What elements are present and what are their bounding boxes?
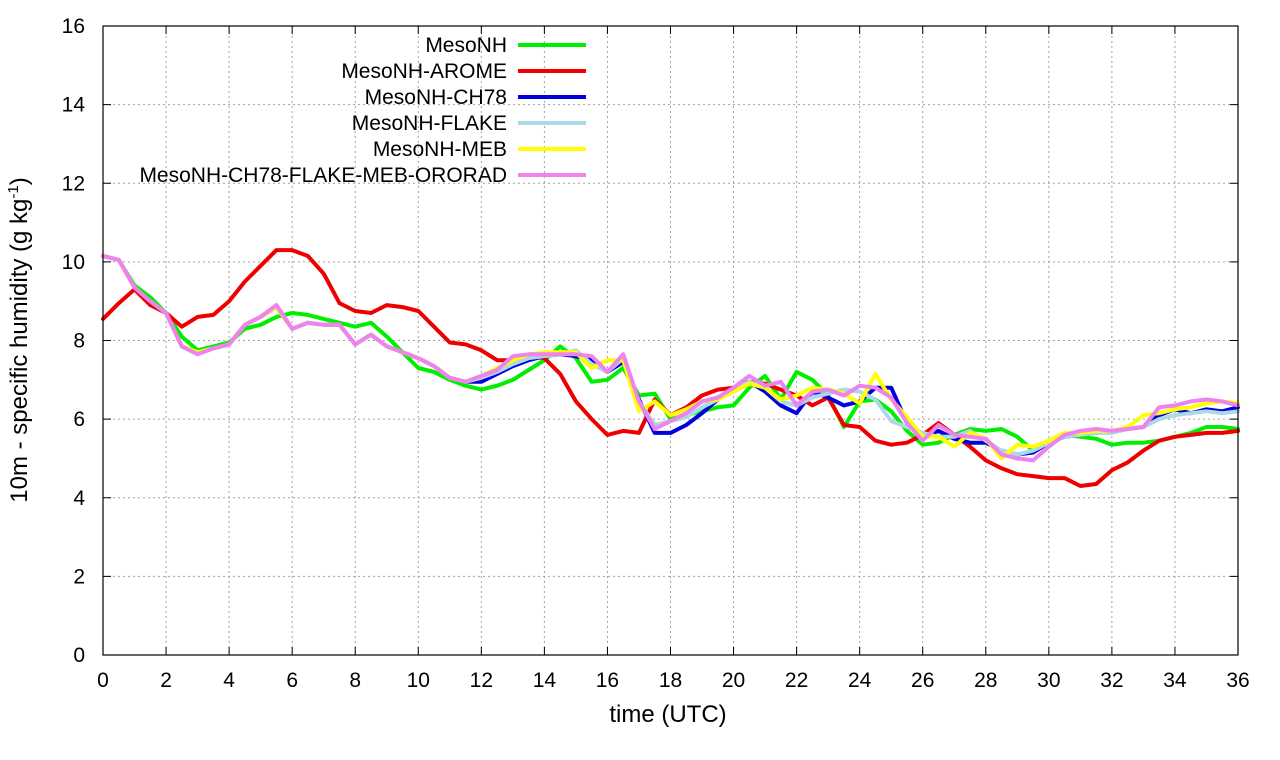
x-tick-label: 14 (533, 669, 557, 692)
y-tick-label: 0 (73, 644, 85, 667)
y-tick-label: 8 (73, 330, 85, 353)
x-tick-label: 18 (659, 669, 682, 692)
legend-label-mesonh-ch78: MesoNH-CH78 (365, 86, 507, 109)
axis-ticks: 0 2 4 6 8 10 12 14 16 18 20 22 24 26 28 30 32 34 360246810… (62, 15, 1250, 692)
x-tick-label: 30 (1037, 669, 1060, 692)
x-tick-label: 28 (974, 669, 997, 692)
x-tick-label: 26 (911, 669, 934, 692)
x-tick-label: 2 (160, 669, 172, 692)
x-tick-label: 8 (349, 669, 361, 692)
legend-label-mesonh: MesoNH (425, 34, 507, 57)
x-axis-title: time (UTC) (609, 701, 726, 728)
y-tick-label: 6 (73, 408, 85, 431)
x-tick-label: 34 (1163, 669, 1187, 692)
series-line-mesonh-flake (101, 254, 1240, 457)
legend-label-mesonh-flake: MesoNH-FLAKE (352, 112, 507, 135)
series-line-mesonh-ch78-flake-meb-ororad (101, 254, 1240, 463)
y-tick-label: 4 (73, 487, 85, 510)
y-axis-title-superscript: -1 (5, 185, 22, 198)
x-tick-label: 6 (286, 669, 298, 692)
x-tick-label: 32 (1100, 669, 1123, 692)
y-tick-label: 2 (73, 565, 85, 588)
x-tick-label: 36 (1226, 669, 1249, 692)
x-tick-label: 12 (470, 669, 493, 692)
y-axis-title-main: 10m - specific humidity (g kg (6, 199, 33, 503)
x-tick-label: 22 (785, 669, 808, 692)
y-tick-label: 14 (62, 94, 86, 117)
legend-label-mesonh-arome: MesoNH-AROME (341, 60, 507, 83)
x-tick-label: 0 (97, 669, 109, 692)
legend-label-mesonh-meb: MesoNH-MEB (373, 138, 507, 161)
grid (103, 26, 1238, 655)
y-axis-title-tail: ) (6, 177, 33, 185)
x-tick-label: 10 (407, 669, 430, 692)
y-tick-label: 12 (62, 172, 85, 195)
x-tick-label: 4 (223, 669, 235, 692)
legend: MesoNH MesoNH-AROME MesoNH-CH78 MesoNH-FLAK… (139, 34, 586, 187)
y-axis-title: 10m - specific humidity (g kg-1) (5, 177, 33, 502)
series-lines (101, 248, 1240, 488)
legend-label-mesonh-ch78-flake-meb-ororad: MesoNH-CH78-FLAKE-MEB-ORORAD (139, 164, 507, 187)
series-line-mesonh-ch78 (101, 254, 1240, 457)
series-line-mesonh-arome (101, 248, 1240, 488)
y-tick-label: 10 (62, 251, 85, 274)
x-tick-label: 24 (848, 669, 872, 692)
x-tick-label: 16 (596, 669, 619, 692)
x-tick-label: 20 (722, 669, 745, 692)
y-tick-label: 16 (62, 15, 85, 38)
